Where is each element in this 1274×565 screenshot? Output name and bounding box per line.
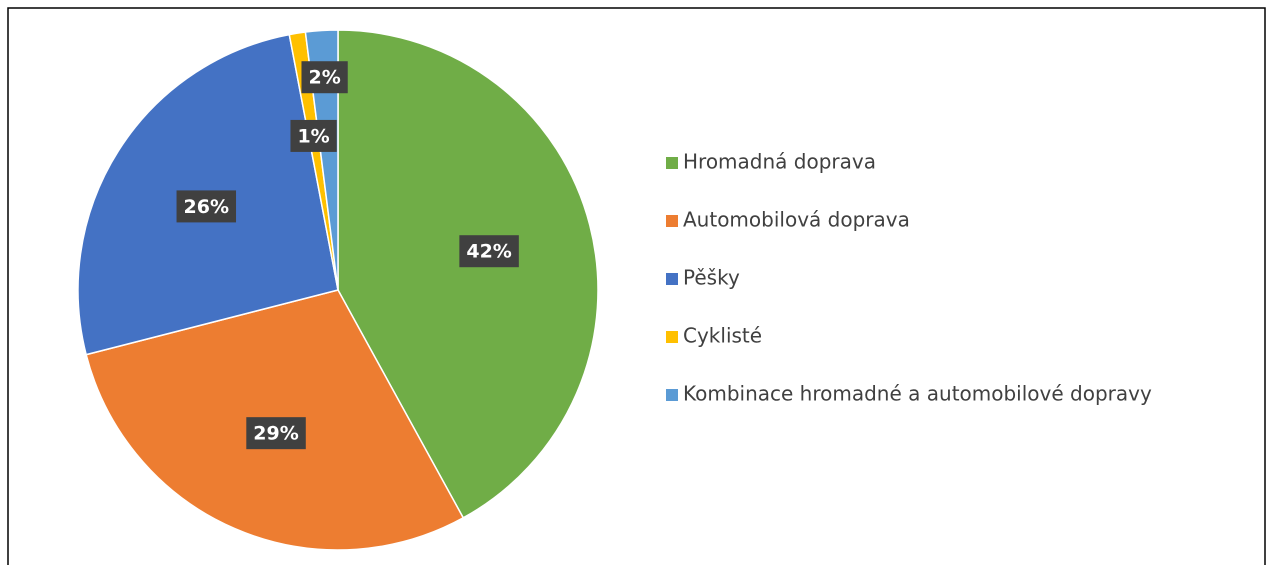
data-label-text: 26% <box>184 196 229 218</box>
data-label-text: 2% <box>308 67 340 89</box>
data-label: 1% <box>290 119 337 152</box>
legend-swatch <box>666 157 678 169</box>
data-label-box <box>301 61 348 94</box>
legend-label: Hromadná doprava <box>683 150 876 174</box>
legend-swatch <box>666 215 678 227</box>
data-label-box <box>176 190 237 223</box>
data-label: 42% <box>459 235 519 268</box>
legend-label: Kombinace hromadné a automobilové doprav… <box>683 382 1152 406</box>
data-label: 26% <box>176 190 237 223</box>
data-label: 29% <box>246 417 306 450</box>
data-label-box <box>246 417 306 450</box>
data-label-text: 42% <box>466 241 511 263</box>
pie-slice <box>304 29 339 291</box>
legend-label: Pěšky <box>683 266 740 290</box>
data-label-box <box>459 235 519 268</box>
data-label-text: 29% <box>253 423 298 445</box>
legend-label: Automobilová doprava <box>683 208 910 232</box>
legend-swatch <box>666 389 678 401</box>
data-label-box <box>290 119 337 152</box>
data-label: 2% <box>301 61 348 94</box>
data-label-text: 1% <box>297 125 329 147</box>
legend-swatch <box>666 273 678 285</box>
legend-swatch <box>666 331 678 343</box>
legend-label: Cyklisté <box>683 324 762 348</box>
pie-slice <box>337 29 599 519</box>
